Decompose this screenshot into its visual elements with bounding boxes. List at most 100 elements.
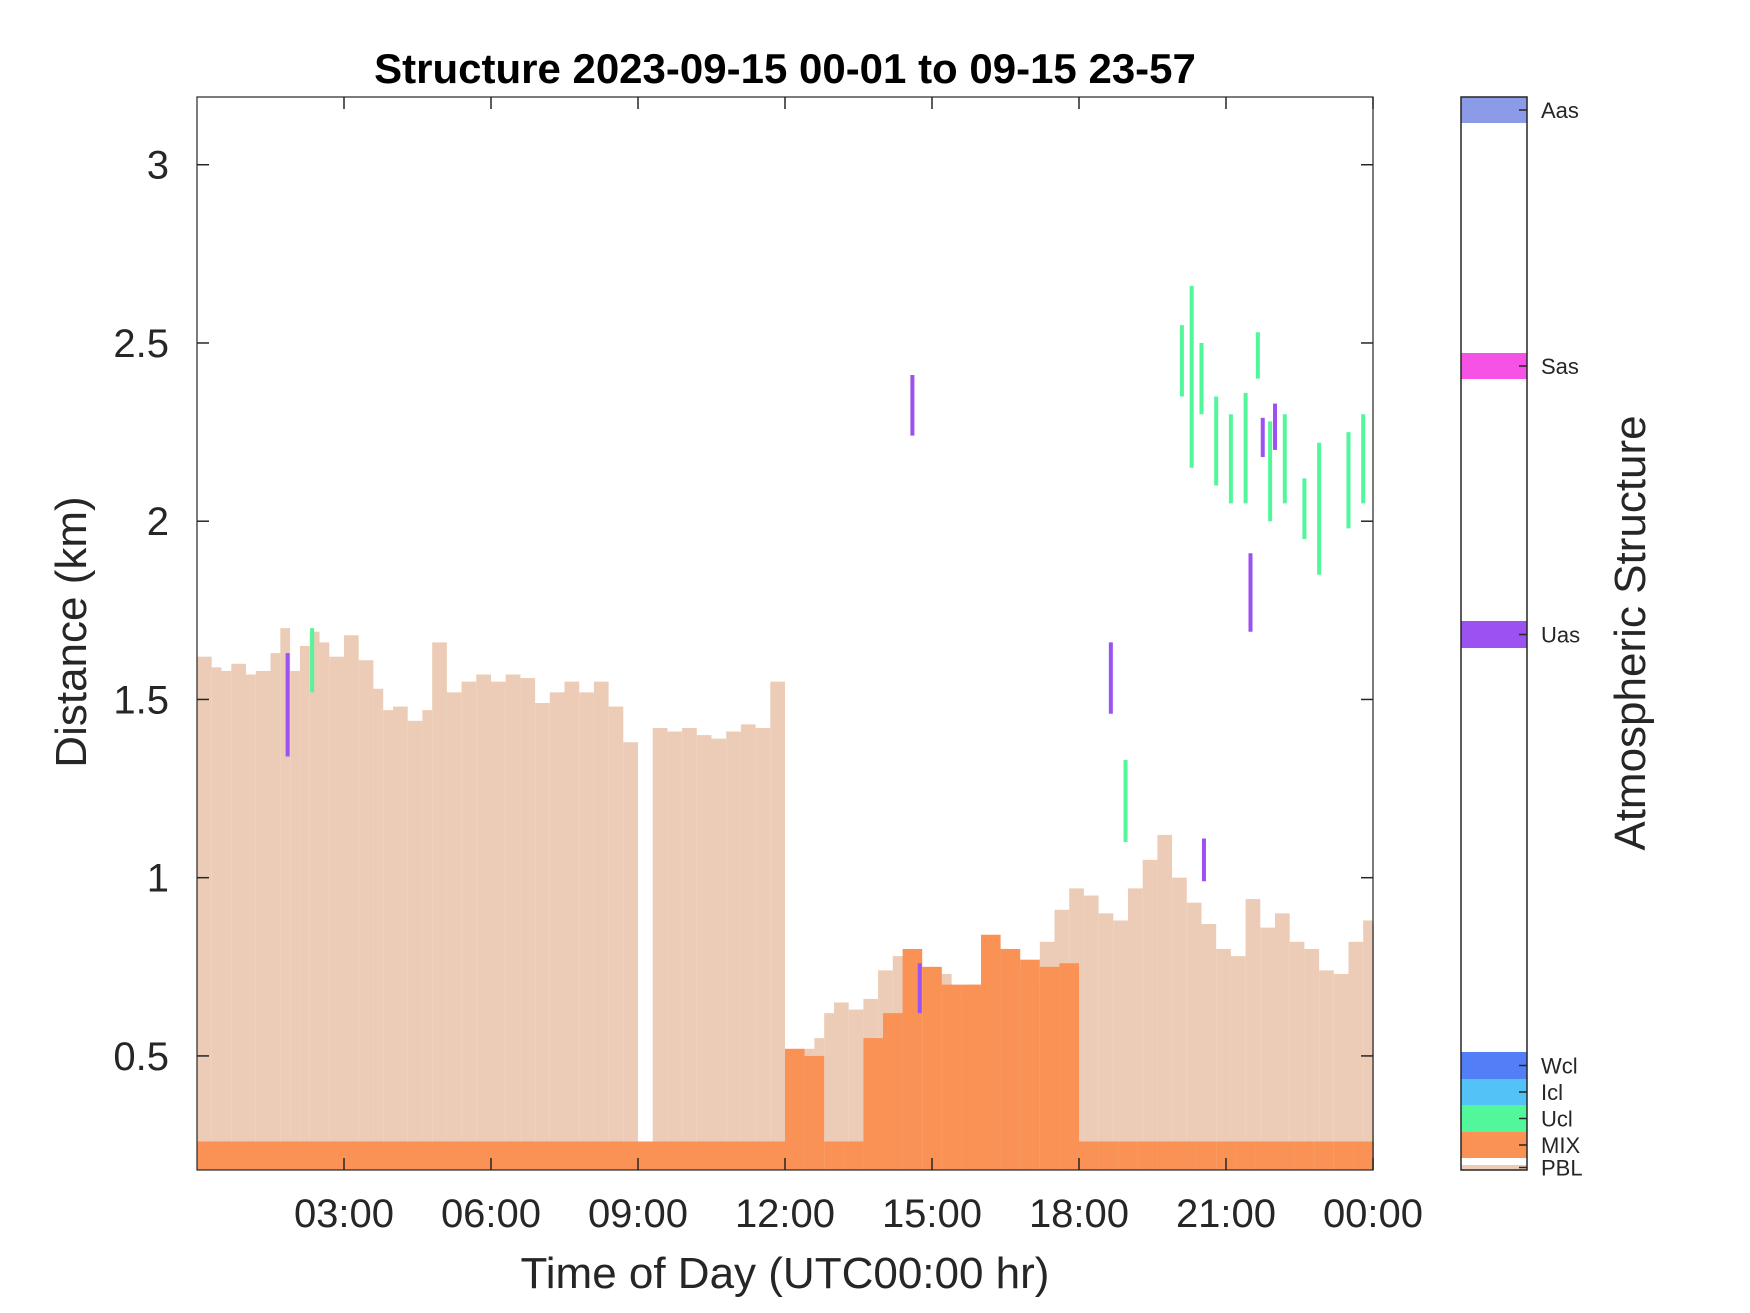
pbl-bar: [407, 720, 423, 1170]
pbl-bar: [255, 670, 271, 1170]
mix-bar: [1157, 1141, 1177, 1170]
pbl-bar: [1304, 948, 1320, 1170]
mix-bar: [961, 984, 981, 1170]
mix-bar: [393, 1141, 418, 1170]
x-tick-label: 12:00: [735, 1192, 835, 1236]
pbl-bar: [383, 710, 393, 1170]
x-tick-label: 03:00: [294, 1192, 394, 1236]
colorbar-swatch: [1461, 353, 1527, 379]
mix-bar: [344, 1141, 369, 1170]
plot-area: [197, 97, 1374, 1170]
x-tick-label: 00:00: [1323, 1192, 1423, 1236]
colorbar-swatch: [1461, 621, 1527, 648]
mix-bar: [1294, 1141, 1315, 1170]
pbl-bar: [652, 727, 668, 1170]
pbl-bar: [1333, 973, 1349, 1170]
mix-bar: [1275, 1141, 1295, 1170]
pbl-bar: [608, 706, 624, 1170]
mix-bar: [491, 1141, 516, 1170]
pbl-bar: [834, 1002, 849, 1170]
y-axis-label: Distance (km): [47, 496, 96, 767]
pbl-bar: [211, 667, 222, 1170]
mix-bar: [1098, 1141, 1119, 1170]
colorbar-tick-label: Sas: [1541, 354, 1579, 379]
pbl-bar: [848, 1009, 864, 1170]
mix-bar: [1177, 1141, 1197, 1170]
pbl-bar: [1275, 913, 1290, 1170]
mix-bar: [270, 1141, 295, 1170]
mix-bar: [883, 1013, 903, 1170]
pbl-bar: [476, 674, 491, 1170]
colorbar-swatch: [1461, 1079, 1527, 1105]
mix-bar: [863, 1038, 883, 1170]
pbl-bar: [393, 706, 408, 1170]
pbl-bar: [358, 660, 374, 1170]
pbl-bar: [1113, 920, 1128, 1170]
x-tick-label: 21:00: [1176, 1192, 1276, 1236]
pbl-bar: [221, 670, 232, 1170]
mix-bar: [843, 1141, 864, 1170]
pbl-bar: [623, 742, 638, 1170]
y-tick-label: 2: [147, 500, 169, 544]
pbl-bar: [432, 642, 447, 1170]
mix-bar: [589, 1141, 614, 1170]
pbl-bar: [461, 681, 477, 1170]
mix-bar: [613, 1141, 638, 1170]
pbl-bar: [1186, 902, 1202, 1170]
pbl-bar: [1083, 895, 1099, 1170]
mix-bar: [1137, 1141, 1158, 1170]
pbl-bar: [770, 681, 785, 1170]
mix-bar: [804, 1055, 825, 1170]
pbl-bar: [280, 628, 291, 1170]
colorbar-tick-label: Wcl: [1541, 1054, 1578, 1079]
x-tick-label: 09:00: [588, 1192, 688, 1236]
pbl-bar: [1201, 924, 1217, 1170]
colorbar-frame: [1460, 96, 1528, 1171]
x-tick-label: 18:00: [1029, 1192, 1129, 1236]
pbl-bar: [1230, 956, 1246, 1170]
pbl-bar: [593, 681, 609, 1170]
mix-bar: [564, 1141, 589, 1170]
mix-bar: [1353, 1141, 1373, 1170]
pbl-bar: [549, 692, 565, 1170]
chart-title: Structure 2023-09-15 00-01 to 09-15 23-5…: [374, 45, 1196, 92]
mix-bar: [824, 1141, 844, 1170]
pbl-bar: [667, 731, 683, 1170]
mix-bar: [1333, 1141, 1354, 1170]
pbl-bar: [1289, 941, 1305, 1170]
pbl-bar: [740, 724, 756, 1170]
mix-bar: [1216, 1141, 1236, 1170]
pbl-bar: [682, 727, 697, 1170]
mix-bar: [197, 1141, 222, 1170]
pbl-bar: [520, 678, 536, 1170]
y-tick-label: 2.5: [113, 322, 169, 366]
colorbar-label: Atmospheric Structure: [1606, 415, 1655, 850]
axes: 03:00 06:00 09:00 12:00 15:00 18:00 21:00 00:00…: [113, 96, 1423, 1236]
pbl-bar: [1363, 920, 1373, 1170]
pbl-bar: [696, 735, 712, 1170]
pbl-bar: [197, 656, 212, 1170]
mix-bar: [922, 966, 942, 1170]
pbl-bar: [564, 681, 580, 1170]
pbl-bar: [1245, 899, 1261, 1170]
mix-bar: [1059, 963, 1079, 1170]
colorbar-tick-label: Uas: [1541, 623, 1580, 648]
mix-bar: [711, 1141, 736, 1170]
mix-bar: [638, 1141, 663, 1170]
colorbar-tick-label: Aas: [1541, 98, 1579, 123]
pbl-bar: [505, 674, 521, 1170]
mix-bar: [785, 1048, 805, 1170]
pbl-bar: [1157, 834, 1173, 1170]
pbl-bar: [446, 692, 462, 1170]
mix-bar: [368, 1141, 393, 1170]
colorbar-tick-label: PBL: [1541, 1156, 1583, 1181]
mix-bar: [540, 1141, 565, 1170]
mix-bar: [1020, 959, 1040, 1170]
x-tick-label: 15:00: [882, 1192, 982, 1236]
pbl-bar: [1128, 888, 1143, 1170]
mix-bar: [902, 948, 923, 1170]
mix-bar: [515, 1141, 540, 1170]
mix-bar: [687, 1141, 712, 1170]
mix-bar: [981, 934, 1001, 1170]
